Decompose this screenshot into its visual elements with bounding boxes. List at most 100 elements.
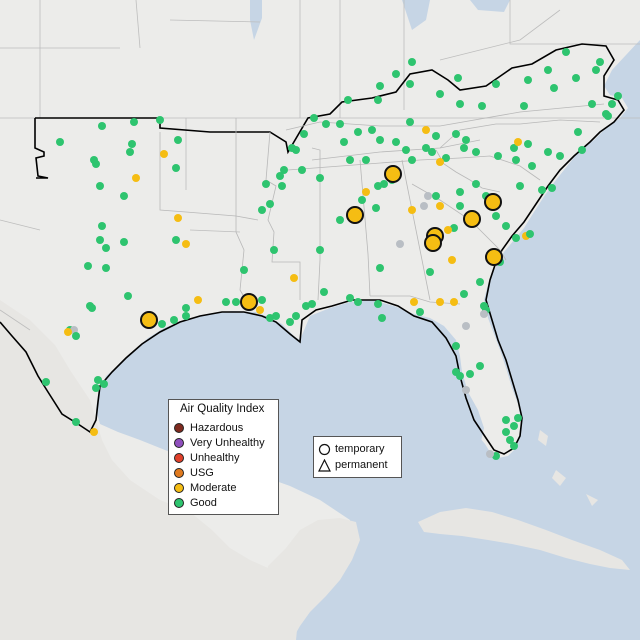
temporary-monitor-marker	[346, 206, 364, 224]
monitor-dot	[588, 100, 596, 108]
monitor-dot	[322, 120, 330, 128]
legend-label: Moderate	[190, 482, 237, 494]
monitor-dot	[256, 306, 264, 314]
monitor-dot	[278, 182, 286, 190]
legend-item-moderate: Moderate	[174, 481, 236, 495]
legend-label: Hazardous	[190, 422, 244, 434]
monitor-dot	[442, 154, 450, 162]
legend-item-usg: USG	[174, 466, 214, 480]
legend-label: permanent	[335, 459, 388, 471]
monitor-dot	[456, 372, 464, 380]
monitor-dot	[346, 294, 354, 302]
monitor-dot	[128, 140, 136, 148]
monitor-dot	[424, 192, 432, 200]
monitor-dot	[480, 310, 488, 318]
legend-title: Air Quality Index	[180, 403, 265, 415]
monitor-dot	[316, 246, 324, 254]
monitor-dot	[422, 144, 430, 152]
monitor-dot	[436, 298, 444, 306]
monitor-dot	[96, 236, 104, 244]
monitor-dot	[526, 230, 534, 238]
monitor-dot	[392, 70, 400, 78]
circle-outline-icon	[318, 443, 331, 455]
monitor-dot	[182, 312, 190, 320]
aqi-legend: Air Quality Index Hazardous Very Unhealt…	[168, 399, 279, 515]
legend-item-temporary: temporary	[318, 442, 385, 456]
monitor-dot	[402, 146, 410, 154]
monitor-dot	[362, 156, 370, 164]
monitor-sites	[42, 48, 622, 460]
region-outline	[0, 43, 625, 455]
hazardous-swatch-icon	[174, 423, 184, 433]
monitor-dot	[120, 238, 128, 246]
monitor-dot	[476, 362, 484, 370]
temporary-monitor-marker	[384, 165, 402, 183]
monitor-dot	[486, 450, 494, 458]
monitor-dot	[548, 184, 556, 192]
monitor-dot	[578, 146, 586, 154]
monitor-dot	[614, 92, 622, 100]
legend-item-very-unhealthy: Very Unhealthy	[174, 436, 265, 450]
monitor-dot	[100, 380, 108, 388]
great-lakes	[250, 0, 510, 40]
monitor-dot	[270, 246, 278, 254]
monitor-dot	[502, 416, 510, 424]
monitor-dot	[262, 180, 270, 188]
monitor-dot	[98, 222, 106, 230]
monitor-dot	[510, 144, 518, 152]
monitor-dot	[194, 296, 202, 304]
temporary-monitor-marker	[140, 311, 158, 329]
monitor-dot	[372, 204, 380, 212]
monitor-dot	[492, 212, 500, 220]
monitor-dot	[420, 202, 428, 210]
monitor-dot	[428, 148, 436, 156]
monitor-dot	[300, 130, 308, 138]
monitor-dot	[368, 126, 376, 134]
legend-label: Good	[190, 497, 217, 509]
monitor-dot	[158, 320, 166, 328]
temporary-monitor-marker	[485, 248, 503, 266]
monitor-dot	[340, 138, 348, 146]
monitor-dot	[376, 264, 384, 272]
monitor-dot	[72, 418, 80, 426]
monitor-dot	[512, 156, 520, 164]
monitor-dot	[64, 328, 72, 336]
monitor-dot	[520, 102, 528, 110]
temporary-monitor-marker	[484, 193, 502, 211]
monitor-dot	[450, 298, 458, 306]
monitor-dot	[362, 188, 370, 196]
monitor-dot	[272, 312, 280, 320]
monitor-dot	[408, 58, 416, 66]
monitor-dot	[232, 298, 240, 306]
monitor-dot	[510, 422, 518, 430]
monitor-dot	[514, 138, 522, 146]
monitor-dot	[346, 156, 354, 164]
monitor-dot	[276, 172, 284, 180]
monitor-dot	[396, 240, 404, 248]
monitor-dot	[72, 332, 80, 340]
monitor-dot	[550, 84, 558, 92]
legend-item-permanent: permanent	[318, 458, 388, 472]
monitor-dot	[374, 300, 382, 308]
monitor-dot	[538, 186, 546, 194]
monitor-dot	[456, 188, 464, 196]
monitor-dot	[596, 58, 604, 66]
monitor-dot	[266, 200, 274, 208]
monitor-dot	[512, 234, 520, 242]
monitor-dot	[462, 322, 470, 330]
good-swatch-icon	[174, 498, 184, 508]
temporary-monitor-marker	[240, 293, 258, 311]
monitor-dot	[376, 136, 384, 144]
monitor-dot	[456, 100, 464, 108]
monitor-dot	[432, 192, 440, 200]
monitor-dot	[524, 76, 532, 84]
monitor-dot	[174, 136, 182, 144]
monitor-dot	[172, 164, 180, 172]
monitor-dot	[544, 66, 552, 74]
monitor-dot	[56, 138, 64, 146]
monitor-dot	[320, 288, 328, 296]
monitor-dot	[604, 112, 612, 120]
yucatan-land	[262, 518, 360, 640]
